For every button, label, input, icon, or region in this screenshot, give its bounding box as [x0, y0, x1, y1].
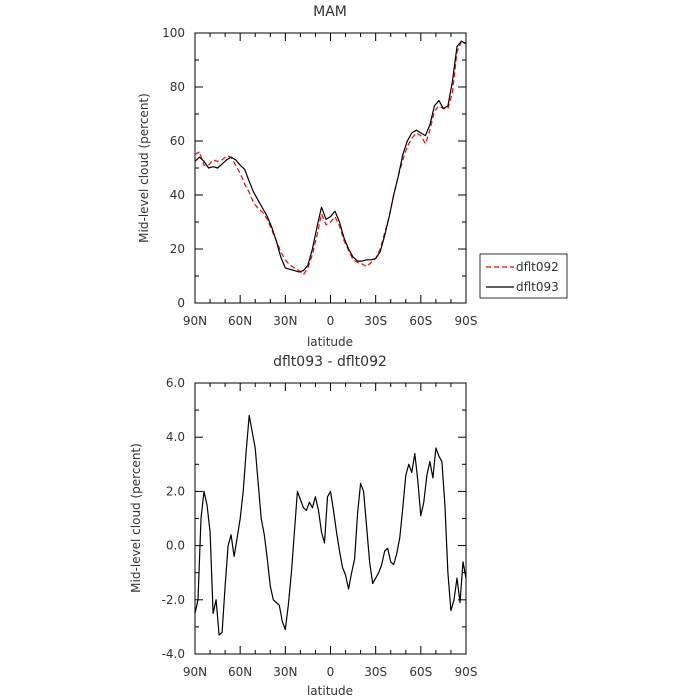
y-tick-label: 20	[170, 242, 185, 256]
y-tick-label: 100	[162, 26, 185, 40]
x-axis-label: latitude	[307, 335, 353, 349]
x-tick-label: 30N	[273, 314, 297, 328]
series-group	[194, 40, 467, 276]
y-tick-label: 6.0	[166, 376, 185, 390]
x-tick-label: 90N	[183, 314, 207, 328]
y-tick-label: 4.0	[166, 430, 185, 444]
chart-mam: MAM 90N 60N 30N 0 30S 60S 90S 0 20 40 60 80 100 lati…	[137, 4, 477, 349]
y-axis-label: Mid-level cloud (percent)	[137, 93, 151, 243]
x-tick-label: 30S	[364, 314, 387, 328]
x-tick-label: 0	[327, 665, 335, 679]
y-tick-label: 0	[177, 296, 185, 310]
y-tick-label: -4.0	[162, 647, 185, 661]
legend-label-dflt093: dflt093	[516, 280, 559, 294]
plot-frame	[194, 382, 467, 655]
x-tick-label: 30N	[273, 665, 297, 679]
ticks: 90N 60N 30N 0 30S 60S 90S 0 20 40 60 80 100	[162, 26, 477, 328]
x-tick-label: 60N	[228, 665, 252, 679]
series-group	[194, 414, 467, 636]
y-tick-label: 60	[170, 134, 185, 148]
x-tick-label: 90N	[183, 665, 207, 679]
series-line-series-0	[194, 414, 467, 636]
legend-frame	[479, 253, 568, 299]
y-tick-label: 40	[170, 188, 185, 202]
x-axis-label: latitude	[307, 684, 353, 698]
x-tick-label: 0	[327, 314, 335, 328]
y-tick-label: 0.0	[166, 539, 185, 553]
legend-label-dflt092: dflt092	[516, 260, 559, 274]
y-tick-label: 2.0	[166, 484, 185, 498]
chart-title: MAM	[313, 4, 347, 20]
legend: dflt092 dflt093	[479, 253, 568, 299]
chart-difference: dflt093 - dflt092 90N 60N 30N 0 30S 60S 90S -4.…	[129, 354, 477, 698]
x-tick-label: 60S	[409, 314, 432, 328]
x-tick-label: 60N	[228, 314, 252, 328]
x-tick-label: 90S	[455, 314, 478, 328]
ticks: 90N 60N 30N 0 30S 60S 90S -4.0 -2.0 0.0 2.0 4.0 6.0	[162, 376, 478, 679]
y-tick-label: 80	[170, 80, 185, 94]
x-tick-label: 90S	[455, 665, 478, 679]
plot-frame	[194, 32, 467, 304]
x-tick-label: 30S	[364, 665, 387, 679]
y-axis-label: Mid-level cloud (percent)	[129, 443, 143, 593]
y-tick-label: -2.0	[162, 593, 185, 607]
chart-title: dflt093 - dflt092	[273, 354, 387, 370]
series-line-dflt093	[194, 40, 467, 273]
x-tick-label: 60S	[409, 665, 432, 679]
series-line-dflt092	[194, 40, 467, 276]
